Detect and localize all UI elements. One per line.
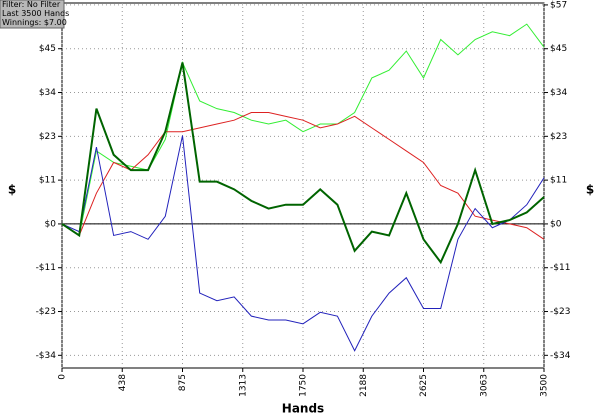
y2-tick-label: -$11: [550, 263, 570, 273]
y2-tick-label: $34: [550, 88, 567, 98]
x-tick-label: 2188: [359, 374, 369, 397]
x-tick-label: 2625: [419, 374, 429, 397]
y-tick-label: -$11: [36, 263, 56, 273]
y-tick-label: $45: [39, 44, 56, 54]
y-tick-label: $23: [39, 132, 56, 142]
y2-axis-label: $: [586, 183, 594, 197]
x-tick-label: 438: [118, 374, 128, 391]
y-tick-label: -$23: [36, 307, 56, 317]
x-tick-label: 1750: [299, 374, 309, 397]
y2-tick-label: $57: [550, 0, 567, 10]
y-axis-label: $: [8, 183, 16, 197]
info-text: Last 3500 Hands: [2, 9, 69, 18]
x-tick-label: 0: [58, 374, 68, 380]
plot-area: [61, 2, 545, 369]
x-tick-label: 3063: [479, 374, 489, 397]
y2-tick-label: $23: [550, 132, 567, 142]
series-line: [61, 112, 545, 240]
series-line: [61, 62, 545, 265]
y2-tick-label: $11: [550, 176, 567, 186]
series-line: [61, 23, 545, 237]
y2-tick-label: -$23: [550, 307, 570, 317]
series-line: [61, 135, 545, 352]
y2-tick-label: $0: [550, 219, 562, 229]
info-text: Winnings: $7.00: [2, 18, 67, 27]
y-tick-label: -$34: [36, 351, 57, 361]
x-tick-label: 875: [178, 374, 188, 391]
info-box: [0, 0, 65, 29]
y-tick-label: $34: [39, 88, 56, 98]
y-tick-label: $0: [45, 219, 57, 229]
x-tick-label: 1313: [238, 374, 248, 397]
y2-tick-label: -$34: [550, 351, 571, 361]
x-tick-label: 3500: [540, 374, 550, 397]
y-tick-label: $11: [39, 176, 56, 186]
y2-tick-label: $45: [550, 44, 567, 54]
x-axis-label: Hands: [282, 402, 324, 416]
info-text: Filter: No Filter: [2, 0, 61, 9]
